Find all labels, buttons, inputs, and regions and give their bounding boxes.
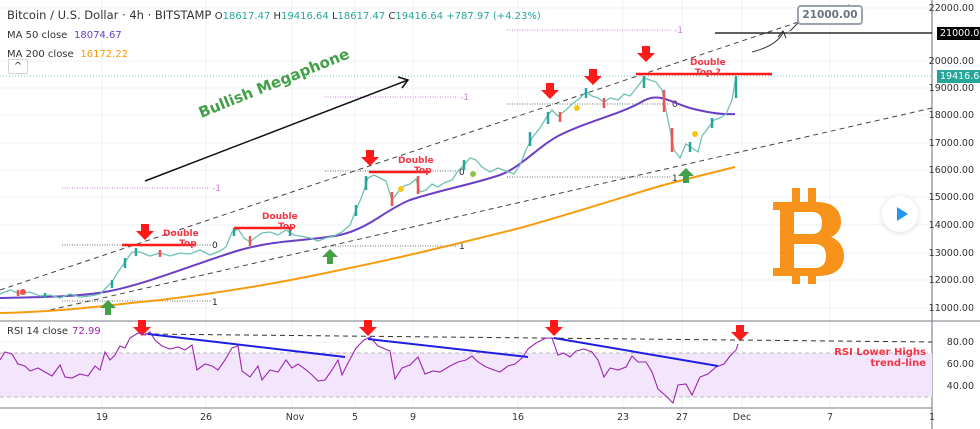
time-tick: Nov [285,412,305,423]
svg-text:-1: -1 [674,26,683,36]
chart-legend: Bitcoin / U.S. Dollar · 4h · BITSTAMP O1… [7,6,541,64]
low-label: L [331,11,338,22]
svg-text:-1: -1 [212,184,221,194]
time-tick: 26 [199,412,213,423]
megaphone-arrow [144,76,410,182]
high-label: H [273,11,282,22]
price-tick: 22000.00 [928,3,974,14]
svg-text:0: 0 [459,168,465,178]
rsi-note-line2: trend-line [870,358,926,369]
double-top-label-3[interactable]: Double Top [398,156,434,176]
time-tick: 16 [511,412,525,423]
rsi-tick: 80.00 [946,337,974,348]
price-tick: 13000.00 [928,248,974,259]
ma50-label[interactable]: MA 50 close [7,30,68,41]
open-label: O [214,11,223,22]
ma200-line [0,166,736,314]
price-tick: 12000.00 [928,275,974,286]
play-button[interactable] [882,196,918,232]
double-top-line2: Top ? [694,68,721,78]
signal-dots [20,105,698,295]
double-top-label-4[interactable]: Double Top ? [690,58,726,78]
rsi-note-line1: RSI Lower Highs [834,347,926,358]
price-tick: 17000.00 [928,138,974,149]
collapse-legend-button[interactable]: ^ [8,59,28,74]
rsi-lower-highs-note[interactable]: RSI Lower Highs trend-line [834,347,926,369]
time-tick: 1 [928,412,936,423]
double-top-line2: Top [414,166,432,176]
svg-text:1: 1 [459,242,465,252]
target-curved-arrow [751,20,801,53]
ma200-value: 16172.22 [80,49,129,60]
close-value: 19416.64 [395,11,444,22]
current-price-tag: 19416.64 [937,70,980,83]
rsi-legend: RSI 14 close 72.99 [7,326,101,337]
time-tick: 19 [95,412,109,423]
svg-text:-1: -1 [460,93,469,103]
close-label: C [388,11,396,22]
bitcoin-logo-icon [773,188,844,284]
rsi-resistance-line [144,333,933,343]
change-value: +787.97 (+4.23%) [446,11,541,22]
target-price-tag: 21000.00 [937,27,980,40]
green-up-arrows [100,168,694,315]
double-top-line2: Top [179,239,197,249]
price-tick: 19000.00 [928,83,974,94]
ma50-value: 18074.67 [74,30,122,41]
rsi-line [0,331,739,405]
double-top-label-2[interactable]: Double Top [262,212,298,232]
candles[interactable] [0,75,738,299]
price-tick: 11000.00 [928,303,974,314]
price-tick: 14000.00 [928,220,974,231]
low-value: 18617.47 [337,11,386,22]
target-callout[interactable]: 21000.00 [797,5,863,25]
rsi-tick: 60.00 [946,359,974,370]
ma200-label[interactable]: MA 200 close [7,49,74,60]
fib-levels [62,29,672,302]
time-tick: 7 [826,412,834,423]
rsi-value: 72.99 [72,326,101,337]
time-tick: 27 [675,412,689,423]
svg-text:0: 0 [672,100,678,110]
double-top-line1: Double [690,58,726,68]
time-tick: 5 [351,412,359,423]
double-top-line2: Top [278,222,296,232]
price-tick: 20000.00 [928,56,974,67]
double-top-lines [122,72,772,247]
price-tick: 18000.00 [928,110,974,121]
megaphone-trendlines [0,3,933,311]
svg-text:1: 1 [672,174,678,184]
rsi-tick: 40.00 [946,381,974,392]
double-top-line1: Double [398,156,434,166]
time-tick: 23 [616,412,630,423]
rsi-lower-highs-trendlines [147,333,719,367]
time-tick: Dec [732,412,752,423]
price-tick: 15000.00 [928,192,974,203]
fib-labels: -1 -1 -1 0 0 0 1 1 1 [212,26,683,308]
high-value: 19416.64 [281,11,329,22]
ohlc-values: O18617.47 H19416.64 L18617.47 C19416.64 … [215,11,541,22]
red-down-arrows [133,46,749,341]
price-tick: 16000.00 [928,165,974,176]
double-top-label-1[interactable]: Double Top [163,229,199,249]
double-top-line1: Double [163,229,199,239]
time-tick: 9 [409,412,417,423]
chevron-up-icon: ^ [13,61,23,72]
symbol-title[interactable]: Bitcoin / U.S. Dollar · 4h · BITSTAMP [7,8,212,22]
rsi-label[interactable]: RSI 14 close [7,326,69,337]
double-top-line1: Double [262,212,298,222]
svg-text:0: 0 [212,241,218,251]
open-value: 18617.47 [222,11,271,22]
svg-text:1: 1 [212,298,218,308]
ma50-line [0,96,736,299]
